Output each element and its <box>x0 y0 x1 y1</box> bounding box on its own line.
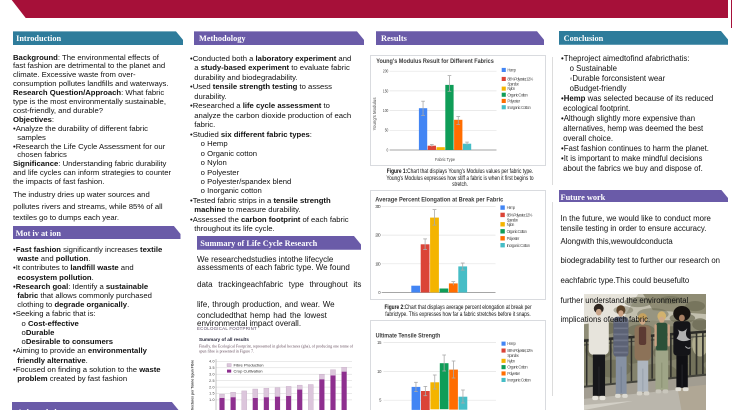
svg-text:Fibre Production: Fibre Production <box>234 363 264 367</box>
svg-text:Nylon: Nylon <box>507 222 515 227</box>
svg-text:0: 0 <box>378 290 381 295</box>
svg-text:Average Percent Elongation at: Average Percent Elongation at Break per … <box>375 197 504 204</box>
svg-text:Organic Cotton: Organic Cotton <box>507 365 528 370</box>
svg-text:10: 10 <box>377 369 382 374</box>
svg-text:Polyester: Polyester <box>507 371 520 376</box>
svg-text:Young's Modulus Result for Dif: Young's Modulus Result for Different Fab… <box>376 58 494 65</box>
svg-text:5: 5 <box>379 398 382 403</box>
svg-text:Ultimate Tensile Strength: Ultimate Tensile Strength <box>376 333 441 340</box>
svg-text:Spandex: Spandex <box>507 353 519 358</box>
svg-text:88% Polyester, 12%: 88% Polyester, 12% <box>507 76 533 81</box>
svg-text:Young's Modulus: Young's Modulus <box>372 97 377 130</box>
svg-text:0: 0 <box>387 147 389 152</box>
svg-text:Nylon: Nylon <box>507 359 515 364</box>
svg-text:15: 15 <box>377 340 382 345</box>
svg-text:1.5: 1.5 <box>209 392 214 396</box>
svg-text:100: 100 <box>375 261 381 266</box>
svg-text:200: 200 <box>383 68 389 73</box>
svg-text:Fabric Type: Fabric Type <box>435 156 456 161</box>
svg-text:1.0: 1.0 <box>209 398 214 402</box>
svg-text:Nylon: Nylon <box>507 86 515 91</box>
svg-text:Hemp: Hemp <box>507 205 516 210</box>
svg-text:4.0: 4.0 <box>209 360 214 364</box>
svg-text:Inorganic Cotton: Inorganic Cotton <box>507 104 531 109</box>
svg-text:Organic Cotton: Organic Cotton <box>507 92 528 97</box>
svg-text:spun fibre is presented in Fig: spun fibre is presented in Figure 7. <box>199 350 254 354</box>
svg-text:300: 300 <box>375 204 381 209</box>
svg-text:2.0: 2.0 <box>209 385 214 389</box>
svg-text:Crop Cultivation: Crop Cultivation <box>234 369 263 373</box>
svg-text:hectares per Tonne Spun Fibre: hectares per Tonne Spun Fibre <box>191 360 195 410</box>
svg-text:Hemp: Hemp <box>507 342 516 347</box>
svg-text:Hemp: Hemp <box>507 67 516 72</box>
svg-text:100: 100 <box>383 108 389 113</box>
svg-text:Polyester: Polyester <box>507 236 520 241</box>
svg-text:Organic Cotton: Organic Cotton <box>507 229 528 234</box>
svg-text:Spandex: Spandex <box>507 217 519 222</box>
svg-text:Inorganic Cotton: Inorganic Cotton <box>507 378 531 383</box>
svg-text:150: 150 <box>383 88 389 93</box>
svg-text:Inorganic Cotton: Inorganic Cotton <box>507 243 531 248</box>
svg-text:Polyester: Polyester <box>507 98 520 103</box>
svg-text:Summary of all results: Summary of all results <box>199 337 249 342</box>
svg-text:2.5: 2.5 <box>209 379 214 383</box>
svg-text:88% Polyester, 12%: 88% Polyester, 12% <box>507 213 533 218</box>
svg-text:88% Polyester, 12%: 88% Polyester, 12% <box>507 348 533 353</box>
svg-text:50: 50 <box>385 127 389 132</box>
svg-text:3.5: 3.5 <box>209 366 214 370</box>
svg-text:Spandex: Spandex <box>507 81 519 86</box>
svg-text:3.0: 3.0 <box>209 372 214 376</box>
svg-text:Finally, the Ecological Footpr: Finally, the Ecological Footprint, repre… <box>199 344 354 349</box>
svg-text:200: 200 <box>375 233 381 238</box>
